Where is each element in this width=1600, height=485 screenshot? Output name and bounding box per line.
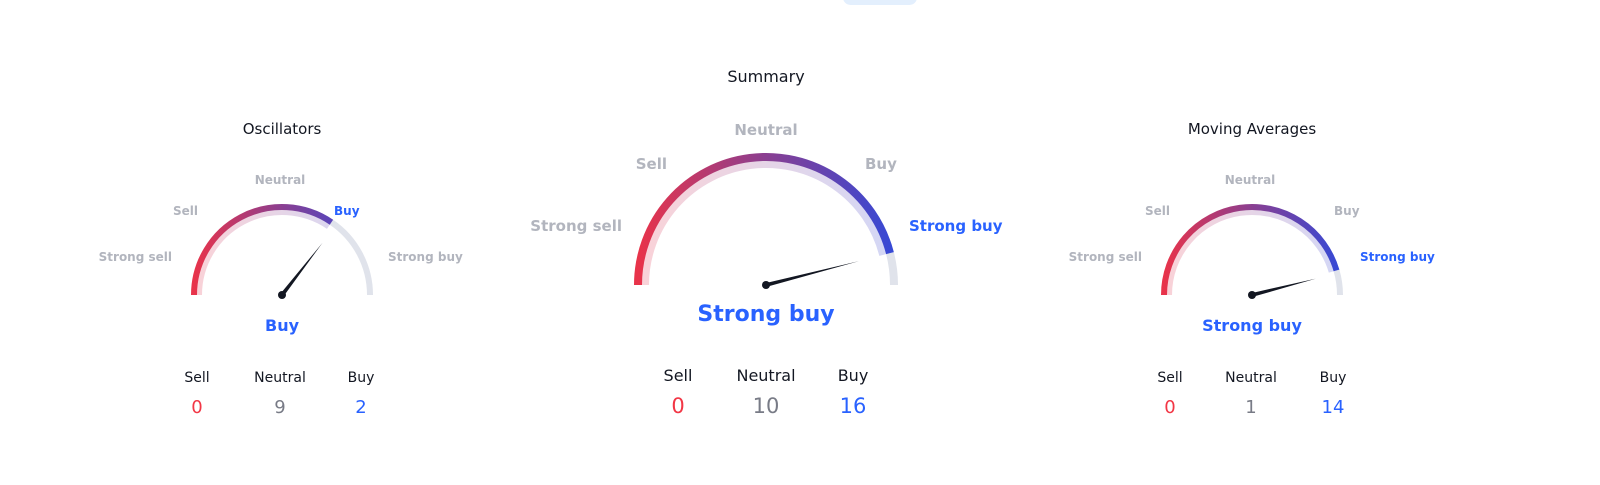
oscillators-count-label-neutral: Neutral xyxy=(254,370,306,386)
oscillators-count-value-buy: 2 xyxy=(355,397,367,418)
summary-scale-label: Buy xyxy=(865,155,897,173)
moving-averages-scale-label: Strong sell xyxy=(1068,250,1142,264)
oscillators-count-value-neutral: 9 xyxy=(274,397,286,418)
summary-scale-label: Strong sell xyxy=(530,217,622,235)
moving-averages-scale-label: Buy xyxy=(1334,204,1360,218)
summary-count-value-buy: 16 xyxy=(839,394,867,418)
oscillators-title: Oscillators xyxy=(242,120,322,138)
moving-averages-count-label-buy: Buy xyxy=(1319,370,1347,386)
summary-scale-label: Sell xyxy=(635,155,667,173)
moving-averages-needle-hub xyxy=(1248,291,1256,299)
moving-averages-scale-label: Neutral xyxy=(1224,173,1276,187)
oscillators-scale-label: Strong sell xyxy=(98,250,172,264)
summary-gauge-fill-inner xyxy=(641,160,888,286)
oscillators-scale-label: Strong buy xyxy=(388,250,463,264)
summary-gauge-fill xyxy=(634,153,894,286)
top-tab-indicator[interactable] xyxy=(843,0,917,5)
moving-averages-gauge-fill xyxy=(1161,203,1340,296)
oscillators-count-value-sell: 0 xyxy=(191,397,203,418)
summary-scale-label: Neutral xyxy=(734,121,798,139)
oscillators-needle xyxy=(280,242,323,297)
moving-averages-title: Moving Averages xyxy=(1187,120,1317,138)
moving-averages-gauge-fill-inner xyxy=(1166,209,1335,296)
summary-title: Summary xyxy=(727,67,805,86)
oscillators-scale-label: Sell xyxy=(172,204,198,218)
summary-needle-hub xyxy=(762,281,770,289)
summary-count-label-sell: Sell xyxy=(663,366,693,385)
moving-averages-count-label-neutral: Neutral xyxy=(1225,370,1277,386)
oscillators-needle-hub xyxy=(278,291,286,299)
oscillators-scale-label: Neutral xyxy=(254,173,306,187)
summary-count-label-buy: Buy xyxy=(837,366,869,385)
oscillators-gauge-track xyxy=(329,219,373,296)
summary-count-value-sell: 0 xyxy=(671,394,685,418)
moving-averages-scale-label: Strong buy xyxy=(1360,250,1435,264)
moving-averages-scale-label: Sell xyxy=(1144,204,1170,218)
summary-scale-label: Strong buy xyxy=(909,217,1003,235)
oscillators-result: Buy xyxy=(264,316,300,335)
summary-needle xyxy=(765,261,859,287)
summary-count-label-neutral: Neutral xyxy=(736,366,796,385)
moving-averages-result: Strong buy xyxy=(1202,316,1302,335)
moving-averages-count-label-sell: Sell xyxy=(1157,370,1183,386)
oscillators-count-label-sell: Sell xyxy=(184,370,210,386)
moving-averages-count-value-neutral: 1 xyxy=(1245,397,1257,418)
oscillators-gauge-fill-inner xyxy=(196,209,331,296)
summary-gauge-track xyxy=(886,252,898,286)
moving-averages-gauge-track xyxy=(1333,269,1344,296)
moving-averages-count-value-buy: 14 xyxy=(1321,397,1345,418)
oscillators-gauge-fill xyxy=(191,204,334,296)
moving-averages-count-value-sell: 0 xyxy=(1164,397,1176,418)
oscillators-scale-label: Buy xyxy=(334,204,360,218)
summary-count-value-neutral: 10 xyxy=(752,394,780,418)
moving-averages-needle xyxy=(1251,278,1316,297)
oscillators-count-label-buy: Buy xyxy=(347,370,375,386)
summary-result: Strong buy xyxy=(697,302,835,327)
